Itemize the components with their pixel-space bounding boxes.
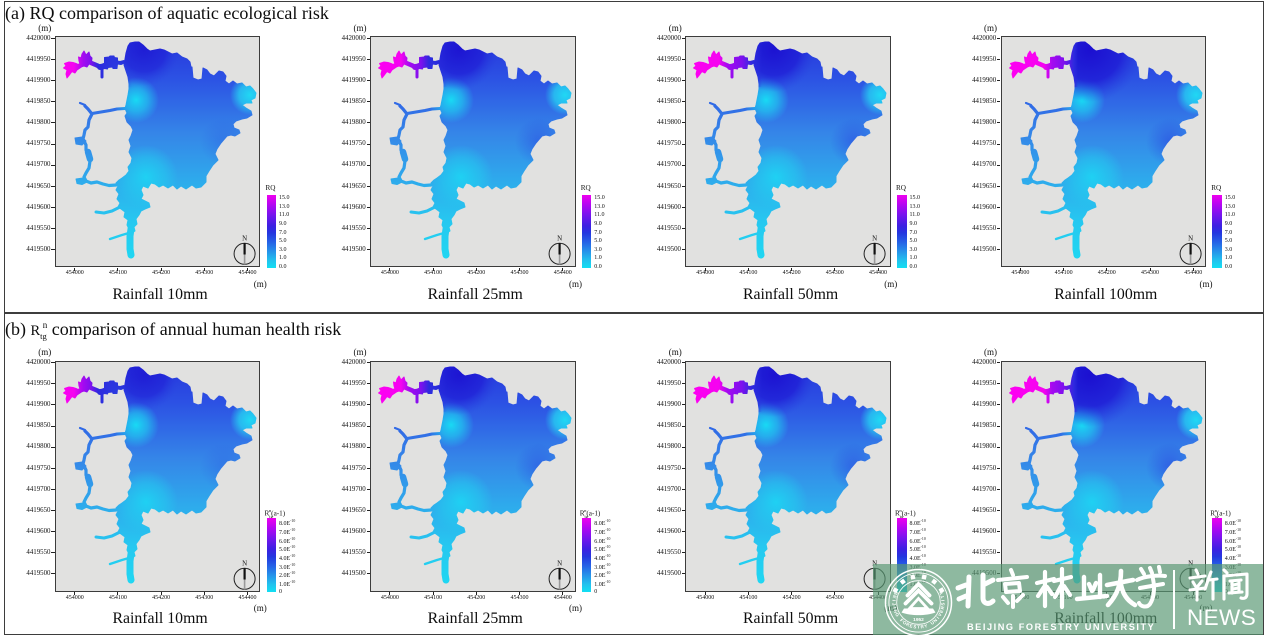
svg-text:N: N — [1188, 559, 1193, 567]
svg-text:N: N — [872, 235, 877, 243]
svg-text:G: G — [894, 612, 900, 618]
svg-text:Y: Y — [938, 591, 944, 596]
svg-text:I: I — [891, 600, 896, 602]
svg-text:N: N — [557, 559, 562, 567]
svg-text:N: N — [893, 609, 899, 615]
svg-text:B: B — [892, 591, 898, 597]
svg-text:1952: 1952 — [913, 617, 924, 623]
svg-text:T: T — [917, 625, 920, 630]
svg-text:V: V — [937, 611, 943, 617]
svg-text:N: N — [242, 235, 247, 243]
svg-text:E: E — [939, 609, 945, 614]
svg-text:I: I — [935, 616, 940, 620]
svg-text:R: R — [920, 624, 925, 630]
svg-text:J: J — [891, 603, 896, 606]
svg-text:E: E — [909, 623, 913, 629]
svg-text:F: F — [899, 618, 905, 624]
svg-text:S: S — [913, 624, 917, 629]
svg-text:E: E — [892, 595, 898, 599]
svg-text:I: I — [940, 600, 945, 602]
svg-text:O: O — [902, 620, 908, 626]
svg-text:N: N — [1188, 235, 1193, 243]
svg-text:R: R — [940, 605, 946, 610]
svg-text:T: T — [940, 595, 946, 599]
svg-text:S: S — [940, 602, 945, 605]
svg-text:N: N — [872, 559, 877, 567]
svg-text:N: N — [242, 559, 247, 567]
svg-text:N: N — [932, 617, 938, 623]
svg-text:U: U — [930, 619, 936, 625]
svg-text:Y: Y — [924, 623, 928, 629]
svg-text:R: R — [905, 622, 911, 628]
svg-text:N: N — [557, 235, 562, 243]
svg-text:I: I — [892, 607, 897, 609]
